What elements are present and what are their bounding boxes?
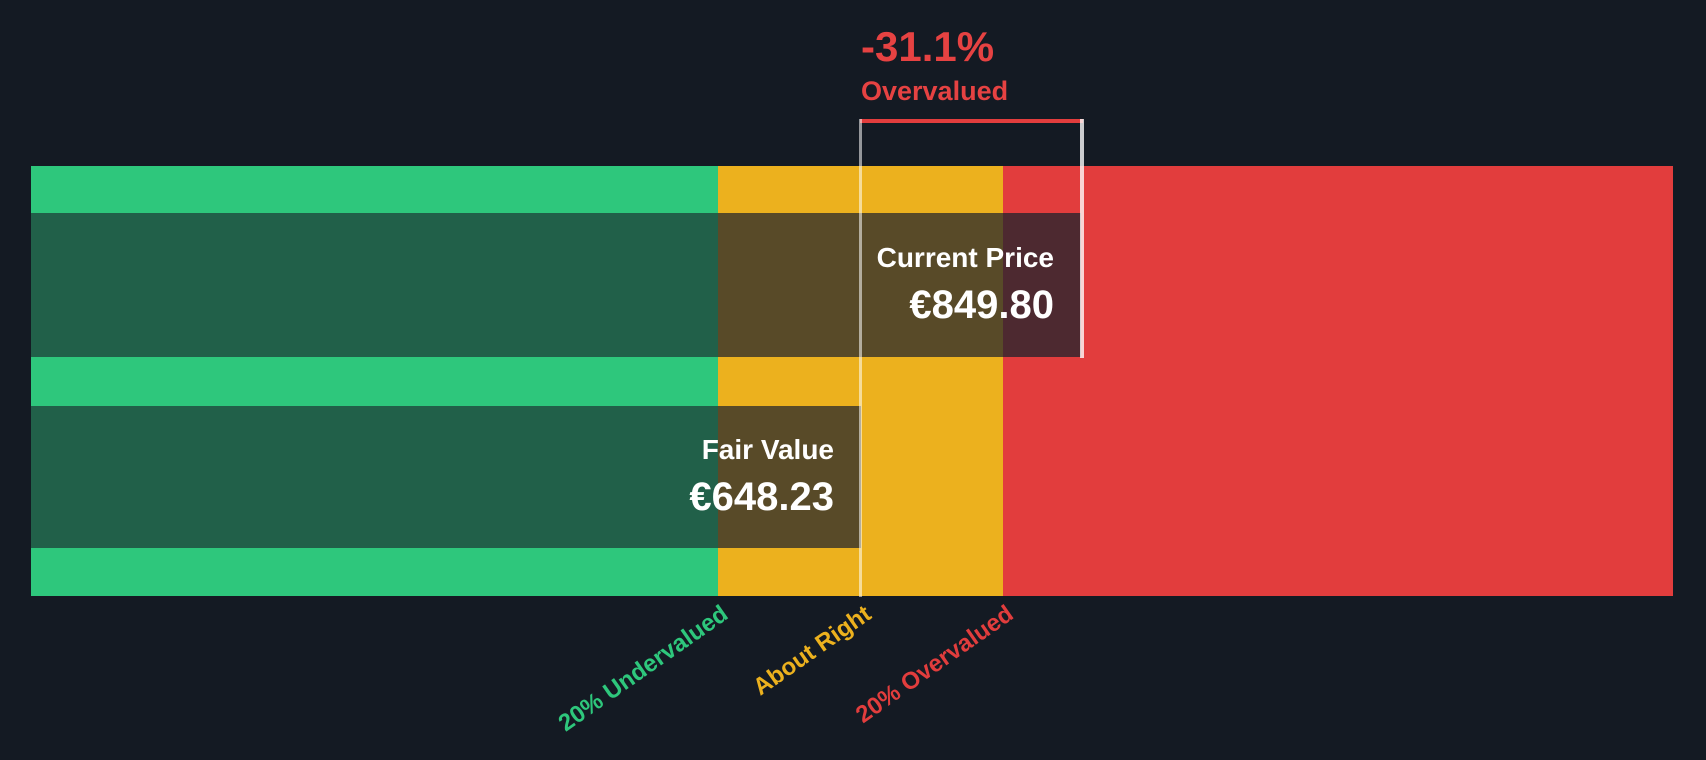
zone-overvalued (1003, 166, 1673, 596)
axis-label-overvalued: 20% Overvalued (850, 600, 1018, 729)
valuation-band: Current Price €849.80 Fair Value €648.23 (31, 166, 1673, 596)
fair-value-bar: Fair Value €648.23 (31, 406, 861, 548)
fair-value-value: €648.23 (689, 475, 834, 520)
axis-label-about-right: About Right (747, 600, 876, 702)
fair-value-marker-line (859, 119, 862, 597)
fair-value-title: Fair Value (701, 433, 834, 465)
current-price-title: Current Price (876, 241, 1054, 273)
axis-label-undervalued: 20% Undervalued (553, 600, 733, 738)
overvaluation-label: Overvalued (861, 76, 1009, 107)
current-price-value: €849.80 (909, 283, 1054, 328)
overvaluation-percent: -31.1% (861, 23, 995, 70)
current-price-marker-line (1080, 119, 1084, 358)
overvaluation-annotation: -31.1% Overvalued (861, 22, 1008, 108)
current-price-bar: Current Price €849.80 (31, 213, 1081, 357)
bracket-line (860, 119, 1083, 123)
